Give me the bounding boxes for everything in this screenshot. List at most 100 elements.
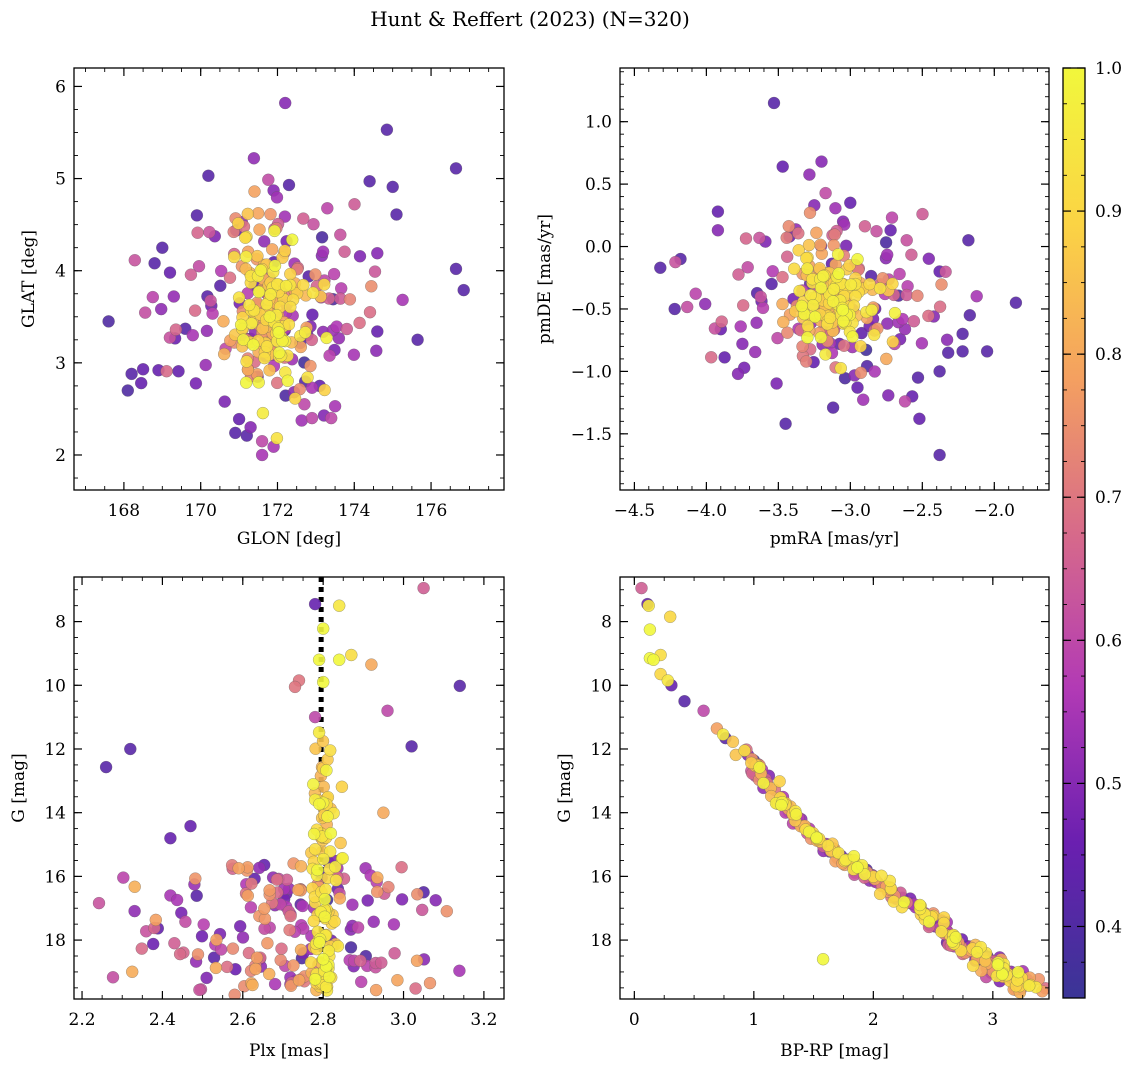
data-point: [884, 224, 897, 237]
data-point: [154, 302, 168, 316]
data-point: [298, 398, 311, 411]
y-tick-label: 14: [590, 804, 612, 824]
data-point: [716, 728, 730, 741]
data-point: [218, 395, 231, 408]
data-point: [264, 288, 277, 301]
data-point: [179, 915, 192, 928]
data-point: [787, 262, 801, 276]
data-point: [814, 331, 828, 344]
data-point: [907, 314, 921, 328]
data-point: [306, 286, 320, 300]
data-point: [875, 869, 888, 883]
data-point: [663, 610, 677, 624]
data-point: [315, 231, 329, 244]
data-point: [206, 307, 219, 320]
data-point: [1012, 965, 1025, 979]
data-point: [312, 726, 326, 739]
data-point: [935, 925, 948, 938]
data-point: [956, 345, 969, 358]
data-point: [272, 346, 286, 360]
x-tick-label: 2: [868, 1010, 879, 1030]
data-point: [301, 371, 314, 384]
data-point: [263, 364, 276, 377]
data-point: [371, 325, 384, 338]
data-point: [380, 123, 394, 136]
data-point: [661, 674, 675, 687]
panel-plx: 2.2 2.4 2.6 2.8 3.0 3.2 8 10 12 14 16 18 Plx [mas] G …: [9, 576, 505, 1061]
data-point: [753, 231, 766, 245]
data-point: [779, 417, 792, 431]
data-point: [935, 278, 948, 291]
data-point: [851, 253, 864, 266]
data-point: [731, 367, 745, 381]
data-point: [239, 250, 253, 263]
colorbar-tick-label: 0.8: [1095, 345, 1122, 365]
y-tick-label: 16: [590, 867, 612, 887]
data-point: [885, 211, 899, 224]
data-point: [321, 202, 334, 215]
data-point: [254, 264, 268, 277]
data-point: [922, 309, 935, 323]
data-point: [128, 904, 141, 918]
data-point: [234, 318, 248, 332]
data-point: [189, 872, 202, 885]
data-point: [844, 196, 857, 210]
data-point: [361, 894, 374, 907]
data-point: [900, 234, 913, 247]
data-point: [329, 860, 342, 874]
x-tick-label: 2.2: [69, 1010, 96, 1030]
data-point: [933, 300, 947, 313]
x-tick-label: 3.2: [470, 1010, 497, 1030]
data-point: [291, 883, 305, 897]
data-point: [189, 377, 203, 390]
data-point: [377, 806, 390, 819]
data-point: [200, 324, 214, 338]
plot-frame-sky: [73, 67, 505, 491]
data-point: [332, 599, 346, 612]
data-point: [309, 268, 322, 281]
data-point: [149, 913, 163, 927]
data-point: [776, 270, 789, 284]
data-point: [345, 648, 358, 662]
data-point: [780, 231, 793, 245]
data-point: [886, 277, 899, 291]
y-tick-label: 16: [44, 867, 66, 887]
data-point: [732, 268, 745, 281]
data-point: [245, 877, 258, 890]
colorbar-tick-label: 0.9: [1095, 202, 1122, 222]
data-point: [191, 226, 204, 239]
points-cmd: [635, 581, 1049, 999]
data-point: [268, 259, 282, 272]
data-point: [284, 300, 297, 314]
data-point: [232, 862, 245, 875]
data-point: [802, 238, 816, 252]
data-point: [1009, 296, 1023, 309]
data-point: [782, 219, 796, 233]
data-point: [814, 238, 827, 252]
data-point: [343, 293, 357, 306]
data-point: [163, 266, 177, 279]
data-point: [880, 352, 893, 366]
data-point: [193, 983, 206, 997]
plot-frame-pm: [619, 67, 1050, 491]
data-point: [333, 892, 347, 905]
data-point: [250, 951, 264, 964]
data-point: [801, 262, 814, 275]
data-point: [429, 894, 442, 907]
data-point: [261, 936, 274, 950]
data-point: [741, 261, 754, 274]
data-point: [247, 338, 260, 352]
data-point: [828, 228, 841, 241]
data-point: [135, 942, 149, 955]
data-point: [369, 983, 383, 997]
data-point: [365, 280, 378, 293]
y-tick-label: −1.0: [571, 362, 612, 382]
data-point: [102, 315, 115, 328]
data-point: [351, 921, 365, 934]
data-point: [736, 299, 750, 312]
data-point: [210, 933, 223, 947]
data-point: [260, 340, 274, 353]
data-point: [294, 860, 308, 873]
data-point: [966, 959, 980, 973]
